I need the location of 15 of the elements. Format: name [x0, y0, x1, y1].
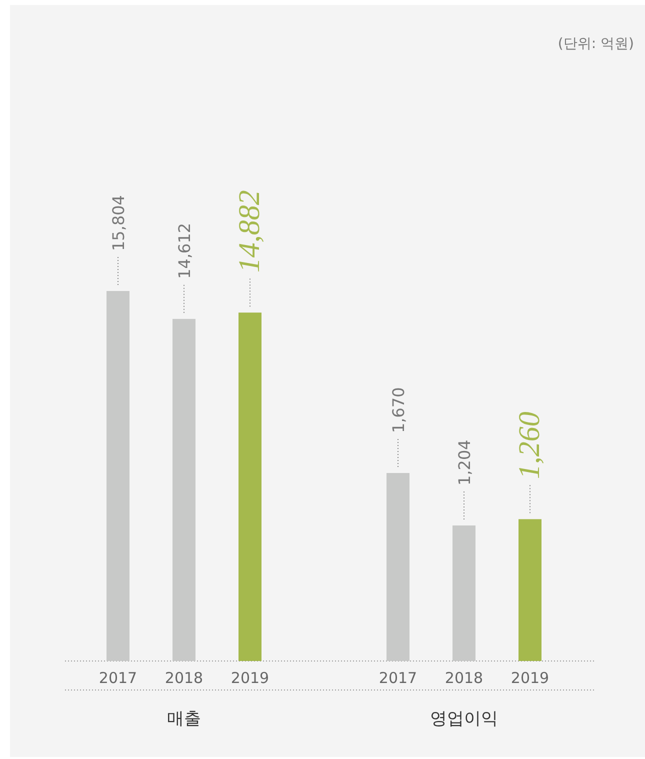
x-tick-label: 2017: [378, 669, 418, 687]
data-label: 14,882: [233, 190, 266, 273]
data-label: 1,670: [389, 387, 408, 433]
x-axis-title: 매출: [167, 709, 201, 729]
x-axis-title: 영업이익: [430, 709, 498, 729]
data-label: 1,260: [513, 412, 546, 480]
x-tick-label: 2018: [164, 669, 204, 687]
data-label: 1,204: [455, 440, 474, 486]
data-label: 15,804: [109, 195, 128, 251]
text: (단위: 억원): [558, 36, 634, 52]
data-label: 14,612: [175, 222, 194, 279]
x-tick-label: 2017: [98, 669, 138, 687]
x-tick-label: 2019: [230, 669, 270, 687]
x-tick-label: 2018: [444, 669, 484, 687]
x-tick-label: 2019: [510, 669, 550, 687]
